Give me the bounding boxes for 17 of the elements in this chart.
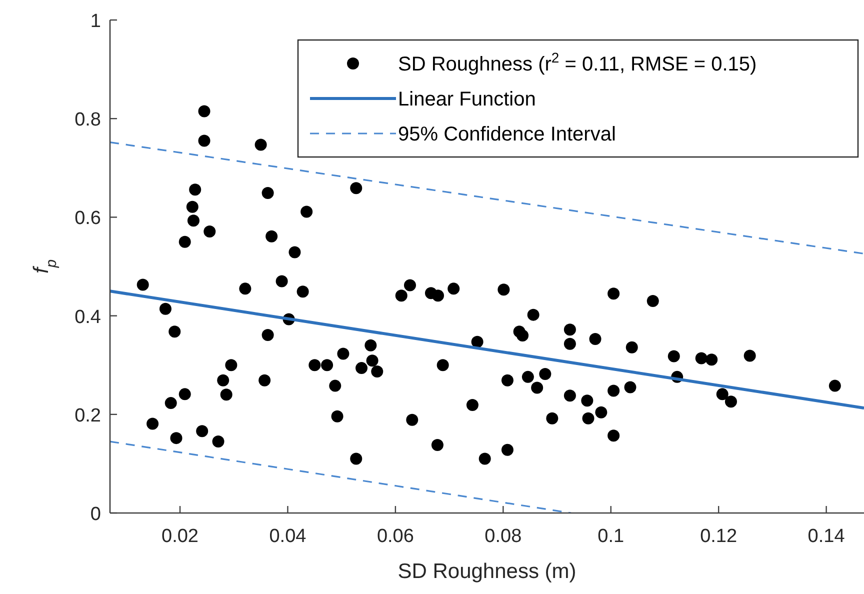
y-tick-label: 0.4 bbox=[74, 306, 102, 328]
legend-label: SD Roughness (r$^{2}$ = 0.11, RMSE = 0.15) bbox=[398, 50, 757, 76]
x-axis-title: SD Roughness (m) bbox=[398, 560, 576, 583]
x-tick-label: 0.08 bbox=[484, 526, 522, 547]
x-tick-label: 0.1 bbox=[598, 526, 624, 547]
x-tick-label: 0.04 bbox=[269, 526, 307, 547]
x-tick-label: 0.06 bbox=[376, 526, 414, 547]
y-tick-label: 0.2 bbox=[74, 405, 101, 426]
y-tick-label: 0 bbox=[90, 504, 101, 525]
y-tick-label: 0.8 bbox=[74, 110, 101, 131]
x-tick-label: 0.02 bbox=[162, 526, 199, 547]
legend-label: 95% Confidence Interval bbox=[398, 124, 616, 146]
y-tick-label: 0.6 bbox=[74, 208, 101, 230]
y-tick-label: 1 bbox=[90, 11, 101, 32]
legend-label: Linear Function bbox=[398, 88, 536, 110]
x-tick-label: 0.14 bbox=[808, 526, 846, 547]
x-tick-label: 0.12 bbox=[700, 526, 738, 547]
